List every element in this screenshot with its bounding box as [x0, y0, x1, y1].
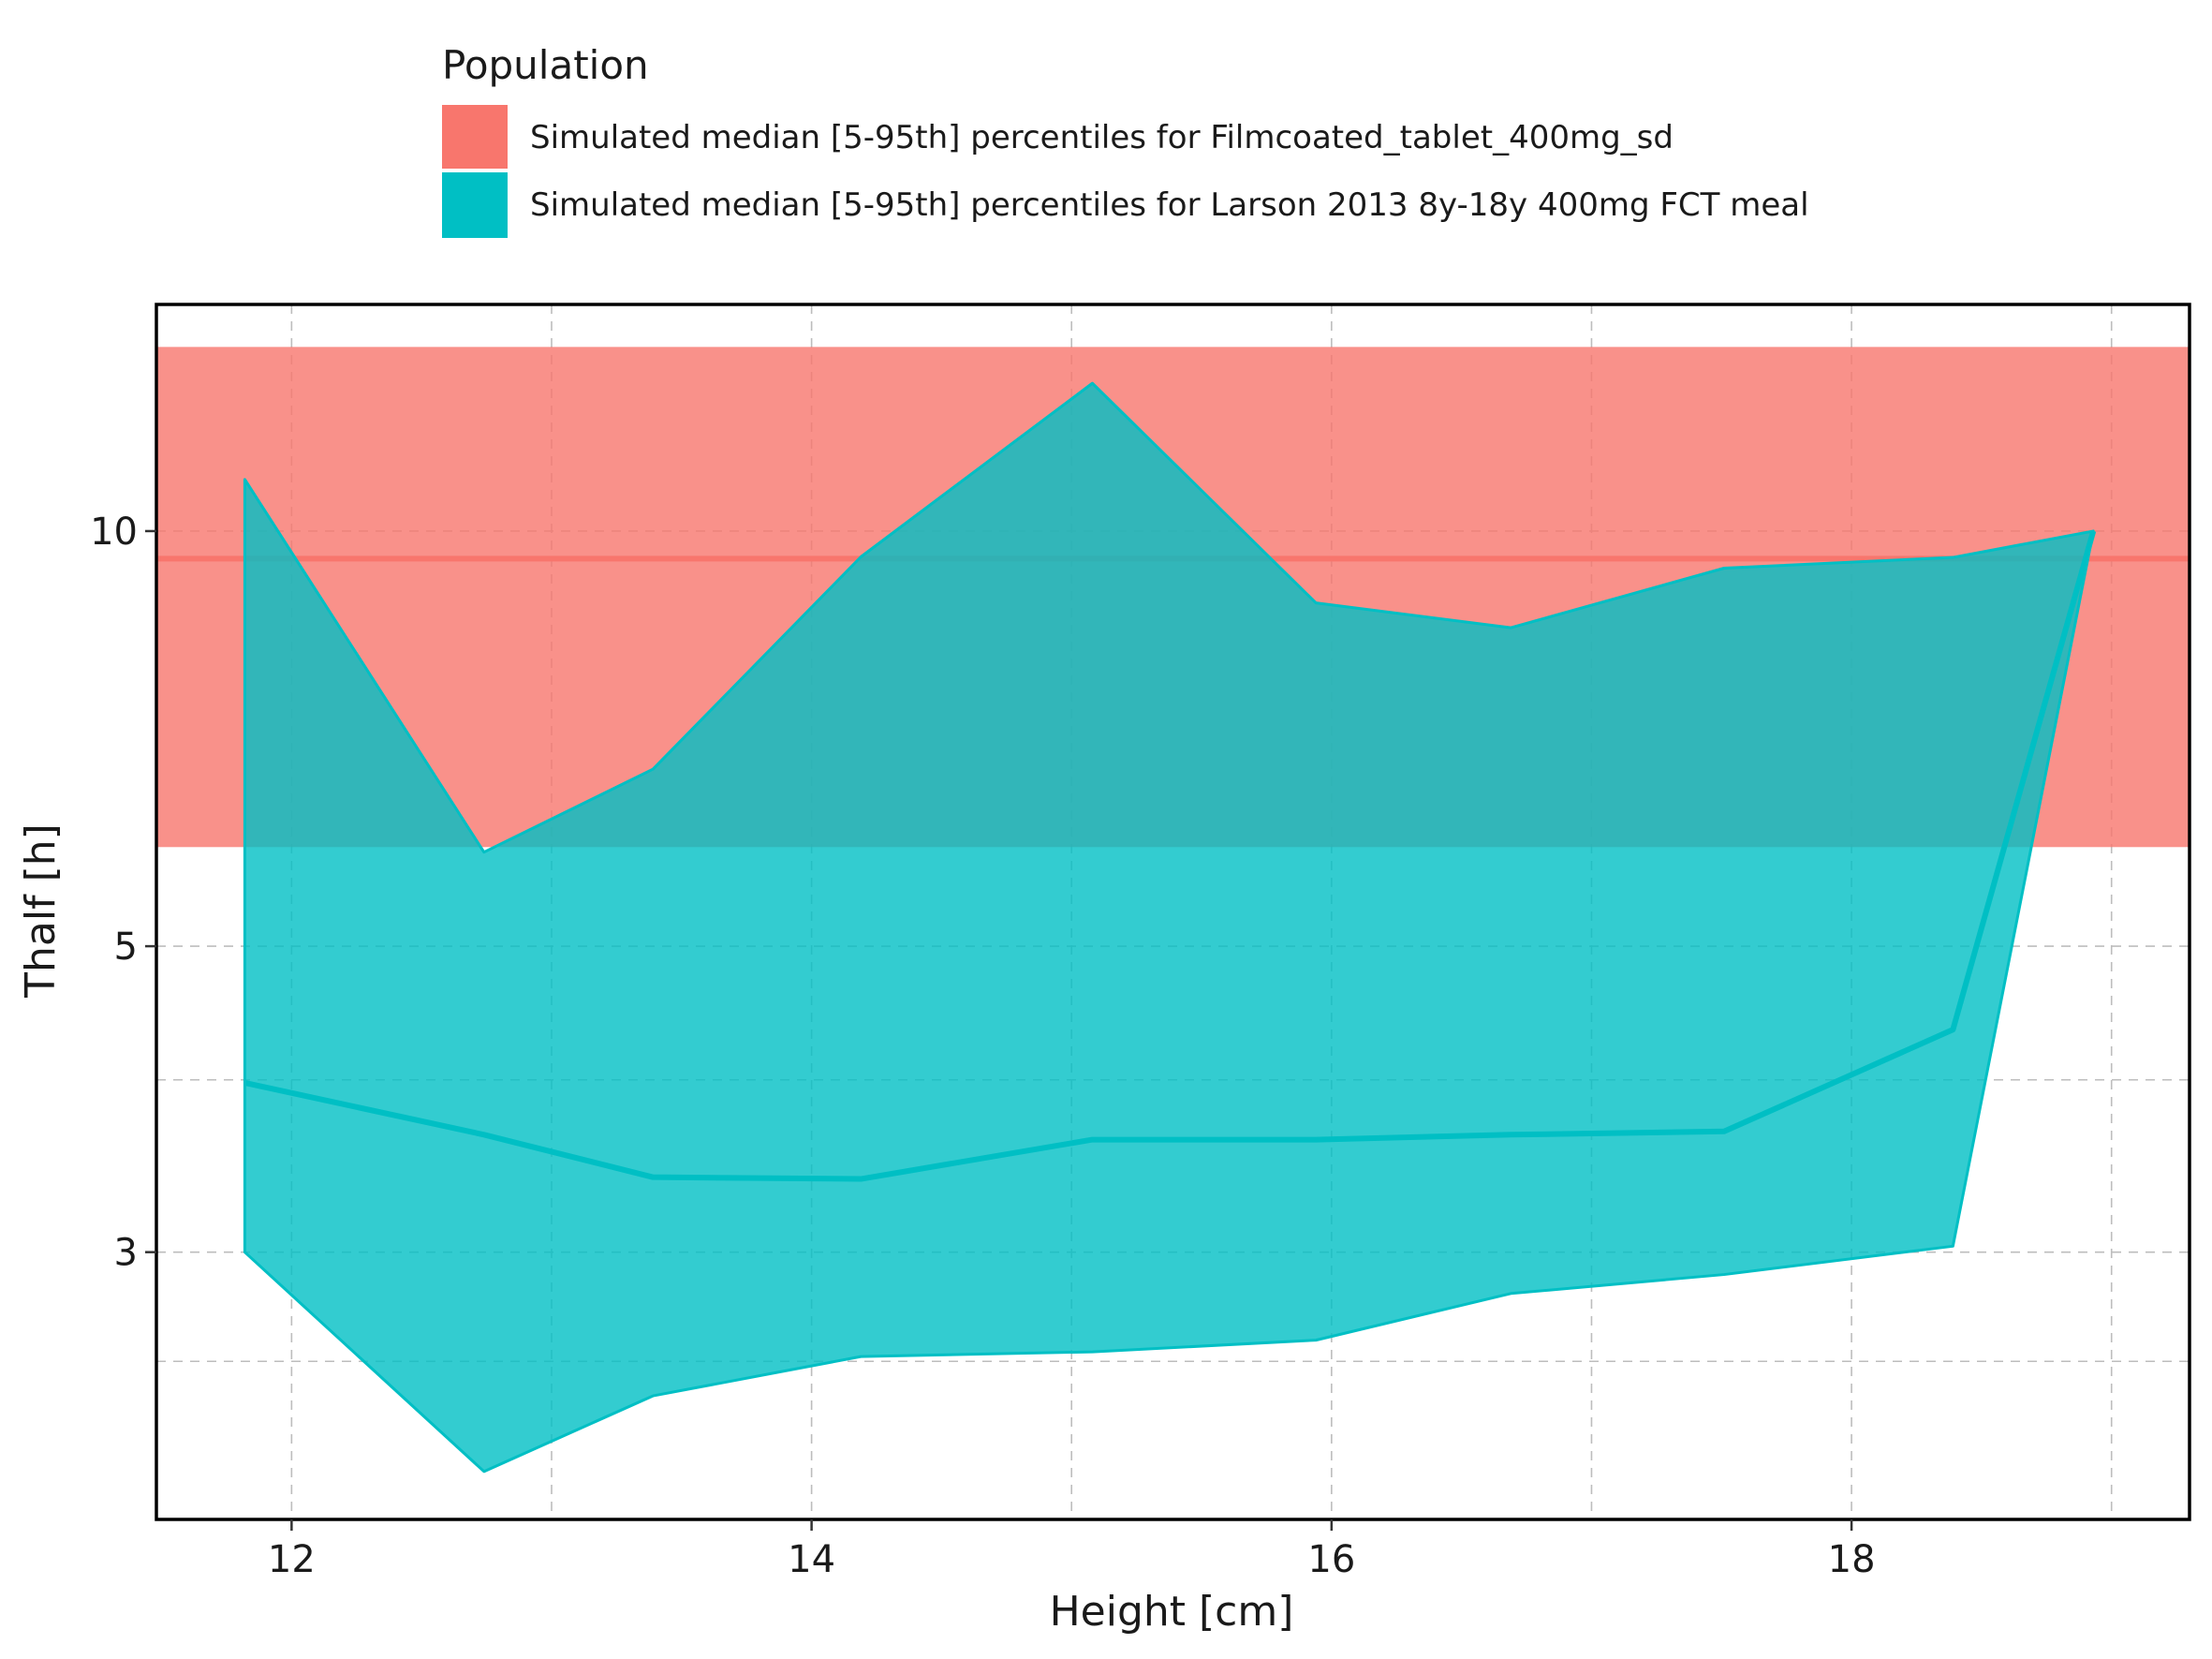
y-tick-label: 5 — [114, 926, 138, 969]
legend-swatch-filmcoated — [442, 105, 508, 169]
legend-label-larson: Simulated median [5-95th] percentiles fo… — [530, 186, 1809, 224]
x-tick-label: 12 — [268, 1538, 316, 1581]
x-tick-label: 16 — [1307, 1538, 1355, 1581]
x-tick-label: 14 — [788, 1538, 835, 1581]
legend-swatch-larson — [442, 172, 508, 238]
larson-median-line — [243, 530, 2097, 1182]
plot-border — [155, 303, 2191, 1521]
larson-percentile-ribbon — [243, 381, 2095, 1474]
legend-title: Population — [442, 42, 649, 88]
legend-label-filmcoated: Simulated median [5-95th] percentiles fo… — [530, 119, 1674, 156]
x-tick-label: 18 — [1828, 1538, 1876, 1581]
y-tick-label: 10 — [90, 511, 138, 554]
x-axis-title: Height [cm] — [1050, 1588, 1294, 1636]
y-axis-title: Thalf [h] — [17, 823, 65, 999]
legend: Population Simulated median [5-95th] per… — [442, 42, 1809, 238]
y-tick-label: 3 — [114, 1232, 138, 1275]
plot-area: 12 14 16 18 3 5 10 — [90, 303, 2191, 1581]
